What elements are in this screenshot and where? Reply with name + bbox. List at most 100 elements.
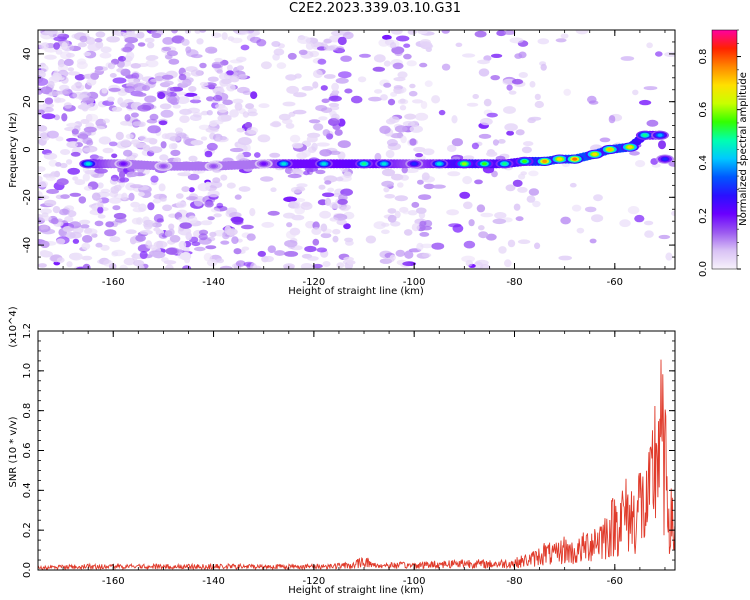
ridge-peak-blob — [607, 147, 613, 152]
spectrogram-x-label: Height of straight line (km) — [288, 286, 424, 297]
noise-blob — [462, 53, 476, 58]
ridge-peak-blob — [662, 157, 668, 161]
noise-blob — [343, 256, 354, 262]
noise-blob — [146, 42, 155, 49]
noise-blob — [38, 166, 46, 172]
noise-blob — [110, 174, 119, 182]
noise-blob — [61, 42, 68, 50]
noise-blob — [94, 220, 104, 227]
noise-blob — [446, 209, 459, 216]
noise-blob — [188, 187, 195, 193]
noise-blob — [357, 76, 367, 83]
noise-blob — [193, 198, 204, 207]
noise-blob — [468, 219, 475, 227]
noise-blob — [290, 186, 303, 194]
noise-blob — [395, 249, 405, 257]
noise-blob — [211, 61, 224, 69]
noise-blob — [97, 214, 106, 219]
noise-blob — [486, 112, 498, 118]
noise-blob — [297, 36, 311, 44]
x-tick-label: -160 — [102, 576, 125, 587]
noise-blob — [383, 60, 391, 67]
spectrogram-panel: -160 -140 -120 -100 -80 -60 -40 -20 0 20 40 Heigh… — [8, 29, 676, 297]
noise-blob — [249, 208, 256, 217]
noise-blob — [413, 146, 426, 153]
noise-blob — [293, 92, 307, 98]
noise-blob — [318, 116, 328, 121]
noise-blob — [320, 85, 328, 91]
noise-blob — [114, 31, 127, 37]
noise-blob — [119, 170, 126, 179]
noise-blob — [39, 215, 52, 221]
noise-blob — [374, 89, 383, 94]
noise-blob — [271, 120, 281, 128]
noise-blob — [235, 260, 246, 267]
noise-blob — [328, 95, 342, 102]
noise-blob — [381, 168, 396, 177]
noise-blob — [207, 190, 220, 198]
noise-blob — [563, 88, 571, 96]
noise-blob — [86, 78, 97, 86]
noise-blob — [40, 240, 50, 248]
noise-blob — [517, 187, 528, 193]
noise-blob — [190, 69, 203, 77]
noise-blob — [56, 178, 69, 186]
snr-frame — [37, 330, 676, 571]
noise-blob — [194, 30, 201, 34]
noise-blob — [288, 201, 297, 206]
noise-blob — [242, 111, 250, 118]
noise-blob — [108, 87, 121, 92]
y-tick-label: -20 — [22, 189, 33, 205]
noise-blob — [94, 168, 108, 174]
noise-blob — [39, 250, 50, 256]
noise-blob — [432, 184, 446, 189]
noise-blob — [394, 210, 401, 219]
noise-blob — [66, 159, 73, 165]
noise-blob — [402, 120, 415, 127]
noise-blob — [38, 42, 49, 50]
noise-blob — [201, 110, 209, 116]
noise-blob — [162, 46, 172, 52]
noise-blob — [329, 150, 341, 155]
noise-blob — [447, 171, 461, 177]
noise-blob — [276, 62, 287, 69]
noise-blob — [400, 174, 409, 181]
noise-blob — [186, 49, 199, 58]
noise-blob — [346, 260, 356, 265]
snr-y-multiplier: (x10^4) — [8, 306, 19, 347]
noise-blob — [483, 98, 492, 107]
noise-blob — [396, 35, 410, 42]
ridge-peak-blob — [211, 164, 217, 168]
noise-blob — [380, 94, 388, 101]
noise-blob — [66, 261, 73, 268]
noise-blob — [387, 98, 396, 106]
noise-blob — [58, 84, 70, 91]
noise-blob — [234, 102, 243, 111]
noise-blob — [160, 197, 167, 202]
noise-blob — [160, 141, 167, 149]
noise-blob — [300, 263, 314, 269]
noise-blob — [283, 212, 296, 219]
noise-blob — [56, 221, 64, 227]
noise-blob — [308, 119, 321, 124]
noise-blob — [381, 222, 390, 227]
noise-blob — [517, 239, 531, 244]
noise-blob — [137, 264, 145, 269]
noise-blob — [168, 223, 175, 230]
noise-blob — [283, 196, 297, 203]
noise-blob — [164, 80, 174, 86]
noise-blob — [397, 182, 404, 188]
noise-blob — [402, 261, 416, 267]
noise-blob — [496, 30, 507, 37]
noise-blob — [161, 74, 174, 80]
noise-blob — [431, 242, 445, 250]
noise-blob — [107, 96, 115, 102]
noise-blob — [455, 42, 463, 47]
noise-blob — [121, 192, 128, 201]
noise-blob — [204, 201, 214, 208]
noise-blob — [165, 247, 178, 255]
noise-blob — [599, 137, 611, 143]
noise-blob — [639, 99, 652, 106]
noise-blob — [94, 66, 104, 71]
noise-blob — [397, 98, 409, 105]
